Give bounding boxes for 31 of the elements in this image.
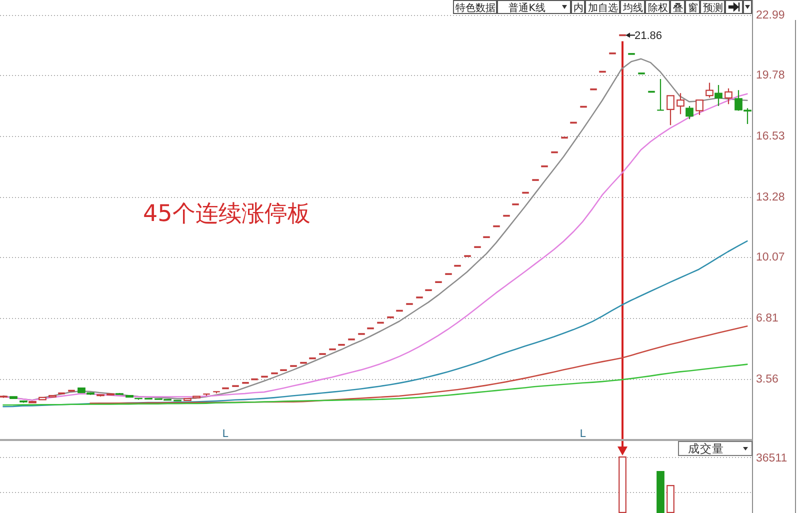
button: 内 <box>571 0 585 14</box>
tick-label: 22.99 <box>756 10 785 22</box>
annotation: 预测 <box>703 2 723 14</box>
annotation: 叠 <box>673 3 683 14</box>
annotation: L <box>222 428 228 440</box>
button: 叠 <box>670 0 685 14</box>
chart-title: 成交量 <box>688 442 724 456</box>
button: 普通K线 <box>497 0 571 14</box>
annotation: 除权 <box>648 2 668 14</box>
annotation: 内 <box>574 2 584 14</box>
button: 除权 <box>645 0 670 14</box>
annotation: 特色数据 <box>456 2 496 14</box>
annotation: 21.86 <box>634 30 662 42</box>
annotation: 普通K线 <box>508 2 546 14</box>
button: 预测 <box>700 0 725 14</box>
annotation: 窗 <box>688 2 698 14</box>
annotation: L <box>580 428 586 440</box>
button: 窗 <box>685 0 700 14</box>
tick-label: 16.53 <box>756 130 785 142</box>
annotation: 45个连续涨停板 <box>143 201 310 227</box>
annotation: 加自选 <box>588 2 618 14</box>
tick-label: 3.56 <box>756 374 778 386</box>
indicator-selector: 成交量 <box>678 441 752 456</box>
button: 均线 <box>620 0 645 14</box>
tick-label: 10.07 <box>756 252 785 264</box>
button: 特色数据 <box>453 0 497 14</box>
tick-label: 13.28 <box>756 192 785 204</box>
tick-label: 6.81 <box>756 312 778 324</box>
button: 加自选 <box>585 0 620 14</box>
annotation: 36511 <box>756 452 788 464</box>
tick-label: 19.78 <box>756 70 785 82</box>
